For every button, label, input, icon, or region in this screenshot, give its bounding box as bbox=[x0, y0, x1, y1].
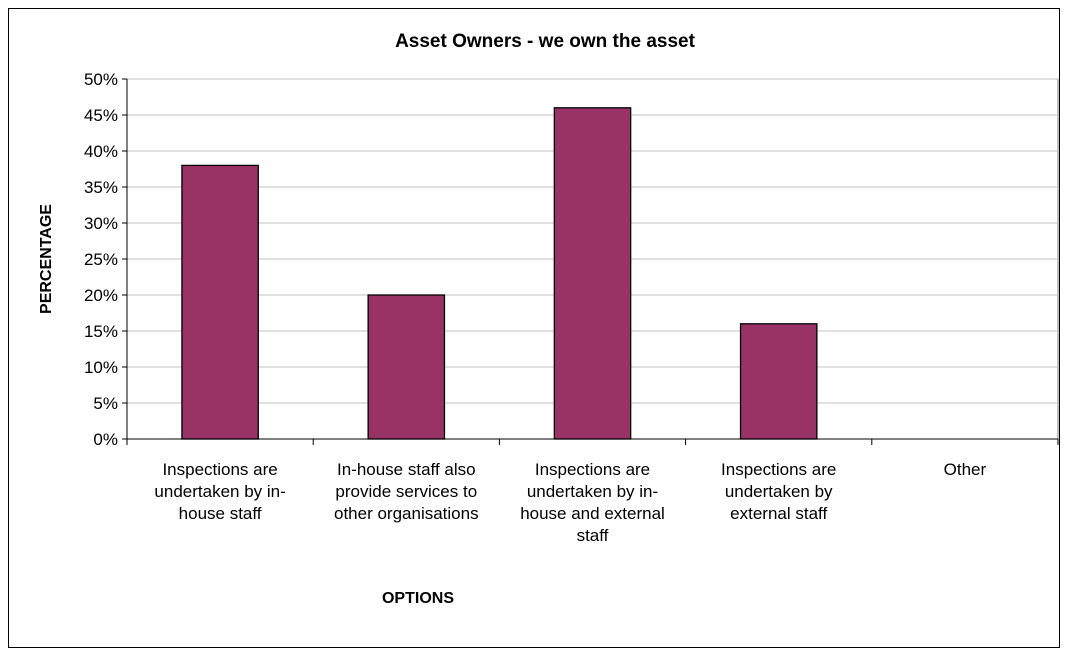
y-tick-label: 50% bbox=[84, 70, 118, 89]
x-category-label: Inspections are undertaken by external sta… bbox=[721, 460, 836, 523]
y-tick-label: 30% bbox=[84, 214, 118, 233]
x-category-label: Inspections are undertaken by in-house st… bbox=[154, 460, 285, 523]
chart-title: Asset Owners - we own the asset bbox=[395, 31, 696, 52]
y-tick-label: 5% bbox=[93, 394, 118, 413]
bar bbox=[553, 107, 632, 440]
bar bbox=[367, 294, 446, 440]
plot-area: 0% 5% 10% 15% 20% 25% 30% 35% 40% 45% 50% Inspectio… bbox=[84, 70, 1059, 545]
y-tick-label: 25% bbox=[84, 250, 118, 269]
y-tick-label: 0% bbox=[93, 430, 118, 449]
y-tick-label: 20% bbox=[84, 286, 118, 305]
y-tick-label: 45% bbox=[84, 106, 118, 125]
y-tick-label: 10% bbox=[84, 358, 118, 377]
bar bbox=[739, 323, 818, 440]
x-category-label: Inspections are undertaken by in-house an… bbox=[520, 460, 665, 545]
y-tick-label: 15% bbox=[84, 322, 118, 341]
x-category-label: In-house staff also provide services to ot… bbox=[334, 460, 479, 523]
bar-chart: Asset Owners - we own the asset 0% 5% 10% 1… bbox=[38, 31, 1059, 607]
y-tick-label: 35% bbox=[84, 178, 118, 197]
x-category-label: Other bbox=[944, 460, 987, 479]
y-axis-title: PERCENTAGE bbox=[38, 204, 55, 314]
y-tick-label: 40% bbox=[84, 142, 118, 161]
x-axis-title: OPTIONS bbox=[382, 590, 454, 607]
bar bbox=[181, 164, 259, 440]
